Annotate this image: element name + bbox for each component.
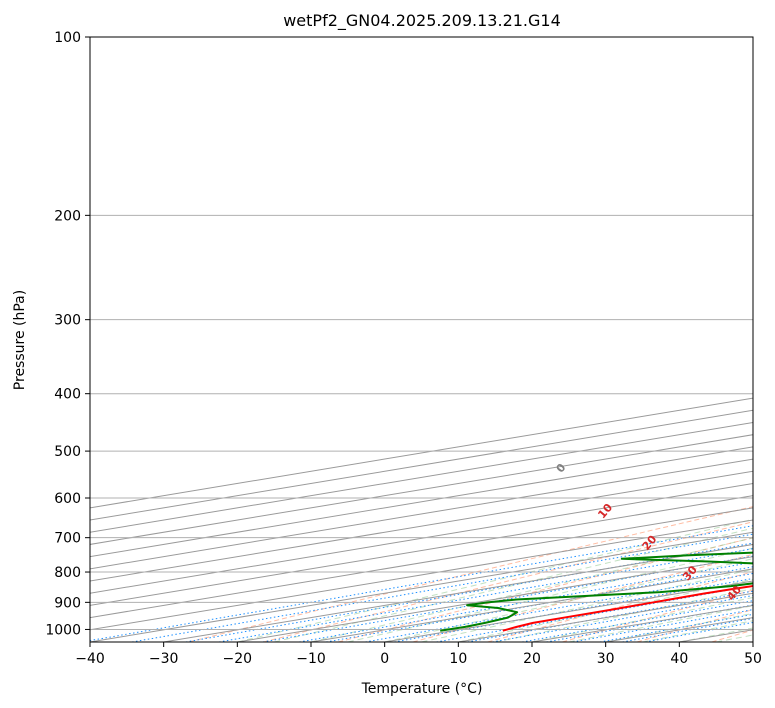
y-tick-label: 400 <box>54 387 81 403</box>
isotherm-line <box>90 495 753 606</box>
x-tick-label: 0 <box>380 651 389 667</box>
isotherm-line <box>90 531 753 642</box>
y-tick-label: 500 <box>54 444 81 460</box>
isotherm-line <box>90 470 753 582</box>
background-lines <box>90 37 753 642</box>
y-tick-label: 200 <box>54 208 81 224</box>
mixing-ratio-line <box>185 542 753 642</box>
x-tick-label: −10 <box>296 651 326 667</box>
y-axis-label: Pressure (hPa) <box>12 290 28 390</box>
y-tick-label: 300 <box>54 313 81 329</box>
mixing-ratio-line <box>218 548 753 642</box>
y-tick-label: 800 <box>54 565 81 581</box>
moist-adiabat-line <box>384 558 753 642</box>
dry-adiabat-line <box>263 521 753 642</box>
y-tick-label: 900 <box>54 595 81 611</box>
mixing-ratio-line <box>599 613 753 642</box>
mixing-ratio-line <box>131 533 753 642</box>
axes: −40 −30 −20 −10 0 10 20 30 40 50 100 200 300 400 500 60… <box>45 30 762 667</box>
dewpoint-line <box>440 551 753 632</box>
x-tick-label: 10 <box>449 651 467 667</box>
mixing-ratio-line <box>572 609 753 642</box>
isotherm-line <box>90 458 753 570</box>
isotherm-line <box>90 434 753 545</box>
moist-adiabat-line <box>531 596 753 642</box>
x-tick-label: −40 <box>75 651 105 667</box>
y-tick-label: 100 <box>54 30 81 46</box>
dry-adiabat-line <box>188 506 753 642</box>
moist-adiabat-line <box>237 518 753 642</box>
x-tick-label: 20 <box>523 651 541 667</box>
plot-frame <box>89 36 754 643</box>
moist-adiabat-line <box>274 527 753 642</box>
y-tick-label: 600 <box>54 491 81 507</box>
isotherm-line <box>90 482 753 594</box>
data-series <box>440 551 753 632</box>
x-tick-label: 30 <box>597 651 615 667</box>
y-tick-label: 1000 <box>45 622 81 638</box>
dry-adiabat-line <box>487 571 753 642</box>
x-tick-label: 40 <box>670 651 688 667</box>
x-tick-label: −20 <box>223 651 253 667</box>
isotherm-line <box>90 446 753 558</box>
mixing-ratio-line <box>522 600 753 642</box>
x-axis-label: Temperature (°C) <box>361 681 483 697</box>
y-tick-label: 700 <box>54 531 81 547</box>
x-tick-label: −30 <box>149 651 179 667</box>
moist-adiabat-line <box>458 578 753 642</box>
isotherm-line <box>90 519 753 631</box>
x-tick-label: 50 <box>744 651 762 667</box>
chart-title: wetPf2_GN04.2025.209.13.21.G14 <box>283 11 561 31</box>
isotherm-line <box>90 507 753 619</box>
